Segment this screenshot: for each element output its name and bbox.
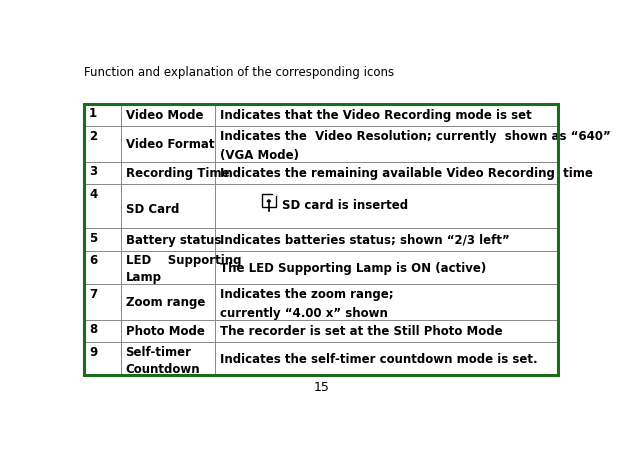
Text: SD Card: SD Card	[125, 202, 179, 215]
Text: 5: 5	[89, 231, 97, 244]
Text: Indicates batteries status; shown “2/3 left”: Indicates batteries status; shown “2/3 l…	[220, 234, 510, 246]
Text: Zoom range: Zoom range	[125, 295, 205, 308]
Text: Self-timer
Countdown: Self-timer Countdown	[125, 345, 200, 375]
Text: 15: 15	[314, 380, 329, 393]
Text: Indicates the self-timer countdown mode is set.: Indicates the self-timer countdown mode …	[220, 352, 538, 365]
Polygon shape	[267, 200, 271, 202]
Text: 8: 8	[89, 322, 97, 336]
Text: 4: 4	[89, 187, 97, 200]
Text: 9: 9	[89, 345, 97, 358]
Text: 6: 6	[89, 254, 97, 267]
Text: 3: 3	[89, 165, 97, 178]
Text: Indicates the  Video Resolution; currently  shown as “640”
(VGA Mode): Indicates the Video Resolution; currentl…	[220, 129, 611, 161]
Text: 2: 2	[89, 129, 97, 143]
Text: The recorder is set at the Still Photo Mode: The recorder is set at the Still Photo M…	[220, 324, 503, 337]
Bar	[84, 105, 559, 375]
Text: LED    Supporting
Lamp: LED Supporting Lamp	[125, 254, 241, 284]
Text: Indicates that the Video Recording mode is set: Indicates that the Video Recording mode …	[220, 109, 532, 122]
Text: Video Mode: Video Mode	[125, 109, 203, 122]
Text: SD card is inserted: SD card is inserted	[282, 198, 408, 212]
Text: Function and explanation of the corresponding icons: Function and explanation of the correspo…	[84, 66, 394, 79]
Text: 1: 1	[89, 107, 97, 120]
Text: 7: 7	[89, 287, 97, 300]
Text: Indicates the remaining available Video Recording  time: Indicates the remaining available Video …	[220, 167, 593, 180]
Polygon shape	[273, 194, 276, 197]
Text: Video Format: Video Format	[125, 138, 214, 151]
Text: Photo Mode: Photo Mode	[125, 324, 204, 337]
Bar	[261, 194, 276, 207]
Text: Indicates the zoom range;
currently “4.00 x” shown: Indicates the zoom range; currently “4.0…	[220, 287, 394, 319]
Text: The LED Supporting Lamp is ON (active): The LED Supporting Lamp is ON (active)	[220, 261, 487, 274]
Text: Battery status: Battery status	[125, 234, 221, 246]
Text: Recording Time: Recording Time	[125, 167, 229, 180]
